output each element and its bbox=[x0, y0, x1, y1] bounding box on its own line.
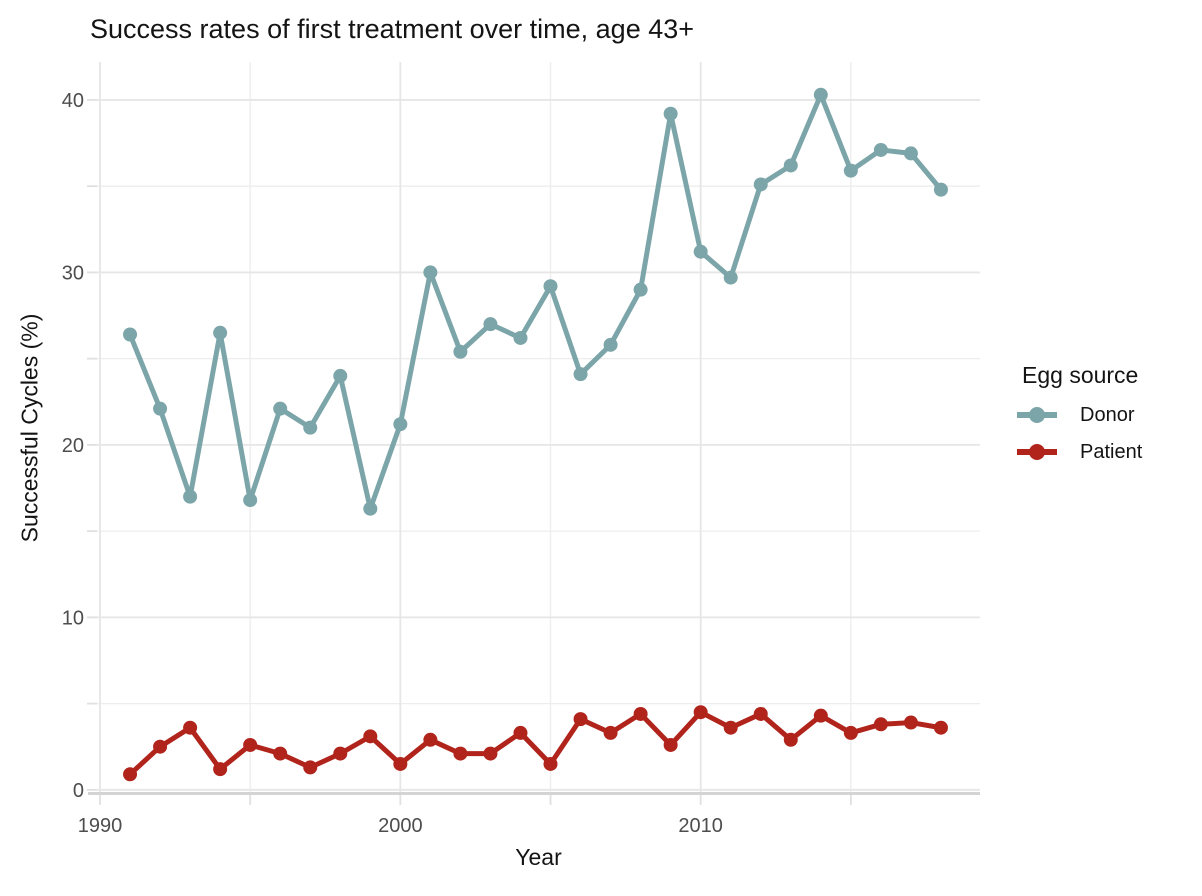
patient-data-point bbox=[123, 767, 138, 782]
patient-data-point bbox=[243, 737, 258, 752]
legend: Egg source Donor Patient bbox=[1014, 362, 1142, 477]
donor-data-point bbox=[123, 327, 138, 342]
chart-title: Success rates of first treatment over ti… bbox=[90, 14, 695, 44]
patient-data-point bbox=[333, 746, 348, 761]
patient-data-point bbox=[903, 715, 918, 730]
patient-data-point bbox=[603, 725, 618, 740]
patient-data-point bbox=[483, 746, 498, 761]
donor-data-point bbox=[603, 337, 618, 352]
donor-data-point bbox=[363, 501, 378, 516]
donor-data-point bbox=[903, 146, 918, 161]
donor-data-point bbox=[243, 493, 258, 508]
y-tick-label: 0 bbox=[73, 780, 84, 802]
patient-data-point bbox=[873, 717, 888, 732]
y-tick-label: 40 bbox=[62, 90, 84, 112]
donor-data-point bbox=[813, 87, 828, 102]
donor-data-point bbox=[183, 489, 198, 504]
x-tick-label: 2000 bbox=[378, 815, 423, 837]
patient-data-point bbox=[513, 725, 528, 740]
patient-line-key-icon bbox=[1017, 444, 1057, 460]
y-tick-label: 20 bbox=[62, 435, 84, 457]
donor-data-point bbox=[783, 158, 798, 173]
donor-data-point bbox=[453, 344, 468, 359]
legend-title: Egg source bbox=[1022, 362, 1139, 388]
donor-data-point bbox=[333, 368, 348, 383]
patient-data-point bbox=[633, 706, 648, 721]
donor-data-point bbox=[723, 270, 738, 285]
patient-data-point bbox=[753, 706, 768, 721]
donor-data-point bbox=[213, 325, 228, 340]
patient-data-point bbox=[423, 732, 438, 747]
donor-data-point bbox=[663, 106, 678, 121]
patient-data-point bbox=[183, 720, 198, 735]
donor-data-point bbox=[633, 282, 648, 297]
y-tick-label: 30 bbox=[62, 262, 84, 284]
donor-data-point bbox=[753, 177, 768, 192]
x-tick-label: 2010 bbox=[678, 815, 723, 837]
donor-data-point bbox=[483, 317, 498, 332]
donor-data-point bbox=[393, 417, 408, 432]
donor-data-point bbox=[843, 163, 858, 178]
patient-data-point bbox=[453, 746, 468, 761]
donor-data-point bbox=[693, 244, 708, 259]
x-axis-title: Year bbox=[515, 844, 562, 870]
donor-data-point bbox=[303, 420, 318, 435]
y-tick-label: 10 bbox=[62, 607, 84, 629]
patient-data-point bbox=[723, 720, 738, 735]
patient-data-point bbox=[393, 756, 408, 771]
patient-data-point bbox=[153, 739, 168, 754]
donor-data-point bbox=[543, 279, 558, 294]
patient-data-point bbox=[363, 729, 378, 744]
patient-data-point bbox=[933, 720, 948, 735]
donor-series-line bbox=[127, 92, 943, 512]
donor-data-point bbox=[573, 367, 588, 382]
patient-data-point bbox=[213, 762, 228, 777]
y-axis-title: Successful Cycles (%) bbox=[16, 313, 43, 543]
patient-data-point bbox=[843, 725, 858, 740]
patient-data-point bbox=[273, 746, 288, 761]
patient-data-point bbox=[543, 756, 558, 771]
patient-data-point bbox=[783, 732, 798, 747]
legend-item-label: Donor bbox=[1080, 403, 1135, 426]
donor-line-key-icon bbox=[1017, 407, 1057, 423]
donor-data-point bbox=[873, 142, 888, 157]
legend-item-donor: Donor bbox=[1014, 403, 1142, 427]
patient-data-point bbox=[303, 760, 318, 775]
patient-data-point bbox=[573, 712, 588, 727]
legend-item-patient: Patient bbox=[1014, 440, 1142, 464]
x-tick-label: 1990 bbox=[78, 815, 123, 837]
patient-series-line bbox=[128, 709, 942, 777]
donor-data-point bbox=[153, 401, 168, 416]
donor-data-point bbox=[933, 182, 948, 197]
donor-data-point bbox=[423, 265, 438, 280]
patient-data-point bbox=[813, 708, 828, 723]
patient-data-point bbox=[693, 705, 708, 720]
donor-data-point bbox=[273, 401, 288, 416]
legend-item-label: Patient bbox=[1080, 440, 1143, 463]
donor-data-point bbox=[513, 330, 528, 345]
patient-data-point bbox=[663, 737, 678, 752]
